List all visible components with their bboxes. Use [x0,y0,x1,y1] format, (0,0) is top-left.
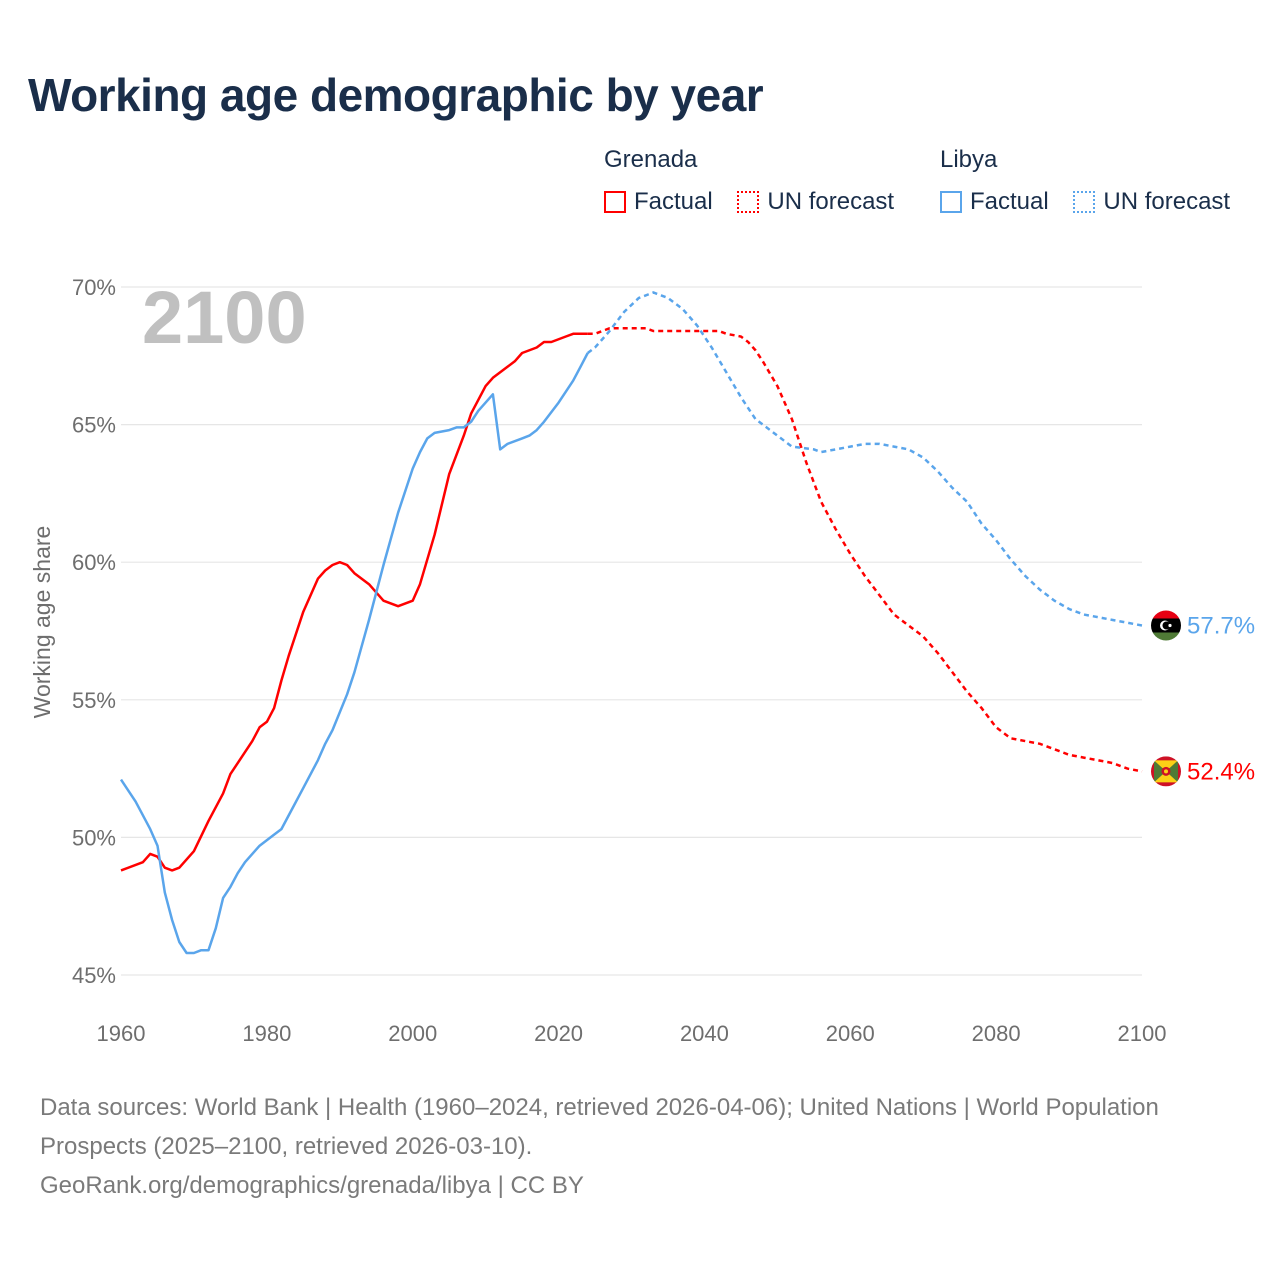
y-tick-label: 55% [72,688,116,713]
x-tick-label: 2080 [972,1021,1021,1046]
legend-group-name: Grenada [604,146,698,173]
footer: Data sources: World Bank | Health (1960–… [40,1088,1220,1205]
x-tick-label: 2040 [680,1021,729,1046]
grenada-factual-line [120,332,588,872]
y-tick-label: 45% [72,963,116,988]
x-tick-label: 1960 [97,1021,146,1046]
legend-label: UN forecast [1103,188,1231,215]
legend-item-libya-factual[interactable]: Factual [940,188,1049,216]
year-overlay: 2100 [142,276,307,359]
x-tick-label: 2100 [1118,1021,1167,1046]
grenada-flag-icon [1151,756,1181,787]
dotted-swatch-icon [1073,191,1096,213]
x-tick-label: 1980 [242,1021,291,1046]
solid-swatch-icon [940,191,962,213]
x-tick-label: 2060 [826,1021,875,1046]
legend-label: UN forecast [767,188,895,215]
solid-swatch-icon [604,191,626,213]
libya-factual-line [119,352,589,955]
dotted-swatch-icon [737,191,760,213]
grenada-forecast-line [587,327,1143,773]
libya-forecast-line [586,291,1143,627]
legend-item-grenada-factual[interactable]: Factual [604,188,713,216]
x-tick-label: 2000 [388,1021,437,1046]
legend-item-grenada-forecast[interactable]: UN forecast [737,188,894,216]
y-tick-label: 60% [72,550,116,575]
attribution-link[interactable]: GeoRank.org/demographics/grenada/libya |… [40,1172,584,1199]
data-sources: Data sources: World Bank | Health (1960–… [40,1094,1159,1160]
legend-group-grenada: Grenada Factual UN forecast [604,146,912,220]
grenada-end-value: 52.4% [1187,758,1255,785]
x-tick-label: 2020 [534,1021,583,1046]
legend-label: Factual [970,188,1049,215]
legend-item-libya-forecast[interactable]: UN forecast [1073,188,1230,216]
legend-label: Factual [634,188,713,215]
y-tick-label: 65% [72,413,116,438]
legend-group-name: Libya [940,146,998,173]
y-tick-label: 70% [72,275,116,300]
legend-group-libya: Libya Factual UN forecast [940,146,1230,220]
y-tick-label: 50% [72,825,116,850]
y-axis-label: Working age share [29,526,55,719]
libya-flag-icon [1151,610,1181,641]
chart-title: Working age demographic by year [28,69,764,121]
libya-end-value: 57.7% [1187,612,1255,639]
